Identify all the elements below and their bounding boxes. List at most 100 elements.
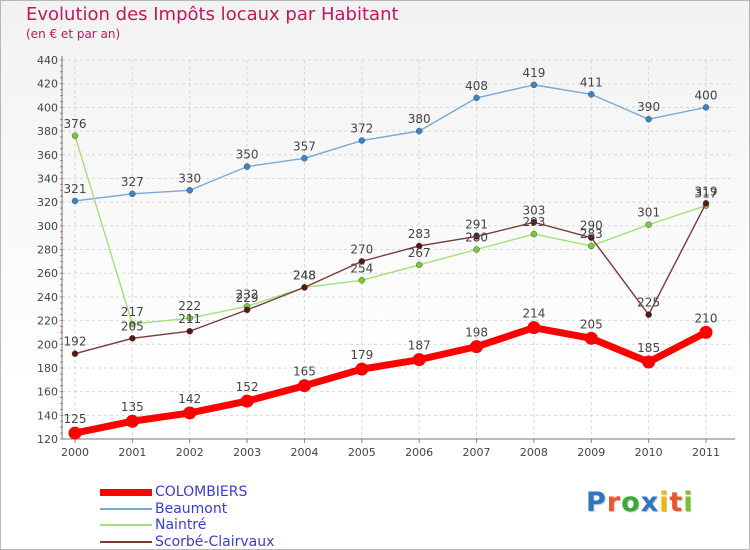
data-label-colombiers: 185	[637, 341, 660, 355]
data-label-naintre: 317	[695, 187, 718, 201]
y-tick-label: 200	[37, 338, 58, 351]
point-beaumont	[645, 116, 652, 123]
y-tick-label: 340	[37, 172, 58, 185]
data-label-scorbe-clairvaux: 319	[695, 184, 718, 198]
x-tick-label: 2008	[520, 446, 548, 459]
point-naintre	[129, 320, 136, 328]
series-line-naintre	[74, 135, 707, 325]
data-label-naintre: 217	[121, 305, 144, 319]
point-scorbe-clairvaux	[243, 306, 251, 314]
data-label-scorbe-clairvaux: 229	[236, 291, 259, 305]
legend-label: Beaumont	[155, 500, 228, 517]
data-label-colombiers: 198	[465, 326, 488, 340]
point-beaumont	[415, 127, 423, 135]
x-tick-label: 2002	[176, 446, 204, 459]
data-label-scorbe-clairvaux: 291	[465, 217, 488, 231]
data-label-naintre: 280	[465, 231, 488, 245]
data-label-naintre: 267	[408, 246, 431, 260]
x-tick-label: 2011	[692, 446, 720, 459]
point-scorbe-clairvaux	[186, 328, 193, 335]
point-scorbe-clairvaux	[473, 233, 480, 240]
legend-item-scorbe-clairvaux: Scorbé-Clairvaux	[100, 534, 274, 550]
data-label-colombiers: 152	[236, 380, 259, 394]
data-label-beaumont: 357	[293, 139, 316, 153]
point-colombiers	[412, 353, 426, 367]
legend-swatch	[100, 540, 152, 543]
point-scorbe-clairvaux	[588, 234, 595, 241]
point-scorbe-clairvaux	[129, 335, 136, 342]
data-label-scorbe-clairvaux: 248	[293, 268, 316, 282]
legend-item-beaumont: Beaumont	[100, 501, 227, 517]
axes	[60, 56, 735, 443]
x-tick-label: 2005	[348, 446, 376, 459]
point-colombiers	[527, 321, 541, 335]
series-lines	[68, 81, 713, 440]
data-label-scorbe-clairvaux: 283	[408, 227, 431, 241]
data-label-colombiers: 205	[580, 317, 603, 331]
point-naintre	[358, 277, 366, 284]
x-tick-label: 2001	[118, 446, 146, 459]
data-label-scorbe-clairvaux: 270	[350, 242, 373, 256]
point-colombiers	[584, 331, 598, 345]
point-beaumont	[71, 197, 79, 205]
point-colombiers	[240, 394, 254, 408]
data-label-naintre: 376	[64, 117, 87, 131]
y-tick-label: 360	[37, 149, 58, 162]
x-tick-label: 2003	[233, 446, 261, 459]
point-beaumont	[243, 163, 251, 170]
tick-labels: 120 140 160 180 200 220 240 260 280 300 320 340 360 3…	[37, 54, 720, 459]
point-beaumont	[702, 104, 710, 111]
y-tick-label: 300	[37, 220, 58, 233]
y-tick-label: 420	[37, 78, 58, 91]
data-label-scorbe-clairvaux: 205	[121, 319, 144, 333]
data-label-beaumont: 372	[350, 122, 373, 136]
x-tick-label: 2000	[61, 446, 89, 459]
y-tick-label: 140	[37, 409, 58, 422]
point-naintre	[186, 314, 193, 322]
data-label-naintre: 293	[522, 215, 545, 229]
point-scorbe-clairvaux	[702, 200, 710, 207]
y-tick-label: 400	[37, 101, 58, 114]
point-colombiers	[125, 414, 139, 428]
legend-label: Scorbé-Clairvaux	[155, 533, 275, 550]
legend-label: Naintré	[155, 517, 207, 533]
series-line-colombiers	[71, 324, 710, 437]
data-label-beaumont: 321	[64, 182, 87, 196]
y-tick-label: 120	[37, 433, 58, 446]
x-tick-label: 2007	[463, 446, 491, 459]
point-beaumont	[473, 94, 480, 102]
data-label-beaumont: 419	[522, 66, 545, 80]
data-label-colombiers: 135	[121, 400, 144, 414]
point-scorbe-clairvaux	[415, 242, 423, 250]
data-label-naintre: 254	[350, 261, 373, 275]
data-label-beaumont: 380	[408, 112, 431, 126]
point-scorbe-clairvaux	[358, 258, 366, 265]
chart-title: Evolution des Impôts locaux par Habitant	[26, 4, 399, 25]
point-scorbe-clairvaux	[530, 219, 538, 226]
data-label-beaumont: 411	[580, 75, 603, 89]
point-beaumont	[358, 137, 366, 144]
data-label-colombiers: 165	[293, 365, 316, 379]
point-naintre	[645, 221, 652, 228]
y-tick-label: 180	[37, 362, 58, 375]
point-colombiers	[297, 379, 311, 393]
data-label-naintre: 232	[236, 287, 259, 301]
legend-label: COLOMBIERS	[155, 484, 248, 500]
point-naintre	[530, 230, 538, 238]
point-scorbe-clairvaux	[301, 284, 308, 291]
data-label-naintre: 248	[293, 268, 316, 282]
x-tick-label: 2004	[290, 446, 318, 459]
point-colombiers	[183, 406, 197, 420]
legend-swatch	[100, 507, 152, 510]
x-tick-label: 2009	[577, 446, 605, 459]
point-beaumont	[186, 187, 193, 194]
data-label-scorbe-clairvaux: 211	[178, 312, 201, 326]
point-beaumont	[301, 155, 308, 162]
data-label-colombiers: 214	[522, 307, 545, 321]
data-labels: 321 327 330 350 357 372 380 408 419 411 390 400 376 2…	[64, 66, 718, 426]
y-tick-label: 380	[37, 125, 58, 138]
point-colombiers	[699, 325, 713, 339]
point-naintre	[415, 261, 423, 269]
